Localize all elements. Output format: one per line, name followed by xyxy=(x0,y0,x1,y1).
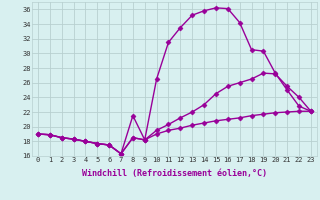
X-axis label: Windchill (Refroidissement éolien,°C): Windchill (Refroidissement éolien,°C) xyxy=(82,169,267,178)
